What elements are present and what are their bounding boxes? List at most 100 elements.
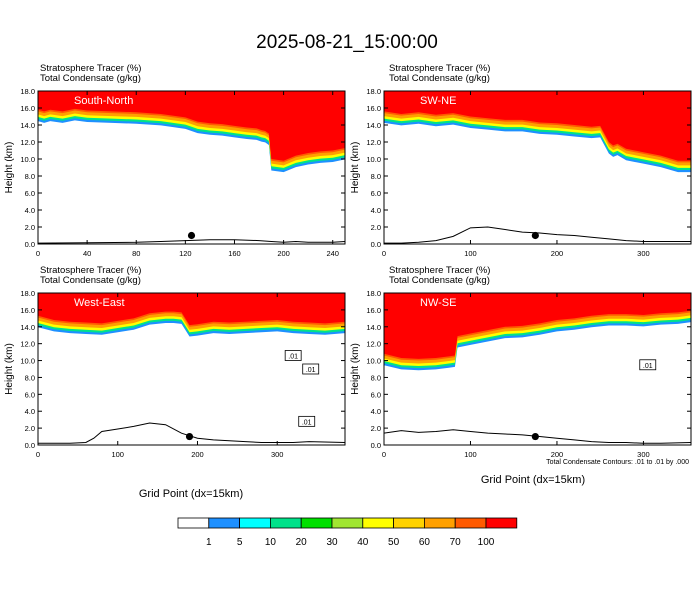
colorbar-swatch [208,517,241,529]
y-tick-label: 14.0 [20,121,35,130]
y-tick-label: 0.0 [25,441,35,450]
y-tick-label: 0.0 [371,441,381,450]
y-tick-label: 18.0 [20,87,35,96]
contour-label: .01 [288,353,298,360]
location-marker [531,432,539,441]
x-axis-label-right: Grid Point (dx=15km) [481,474,585,486]
location-marker [531,231,539,240]
y-tick-label: 4.0 [25,407,35,416]
panel-sw-ne: Stratosphere Tracer (%)Total Condensate … [350,63,692,258]
x-tick-label: 40 [83,249,91,258]
y-tick-label: 18.0 [366,87,381,96]
panel-frame [383,90,692,245]
contour-note: Total Condensate Contours: .01 to .01 by… [546,459,689,466]
location-marker [187,231,196,240]
y-axis-label: Height (km) [350,142,361,194]
x-tick-label: 100 [111,450,124,459]
location-marker [185,432,194,441]
plot-area [384,91,691,244]
y-tick-label: 8.0 [25,172,35,181]
colorbar-label: 70 [450,537,462,548]
y-tick-label: 4.0 [25,206,35,215]
y-tick-label: 18.0 [20,289,35,298]
colorbar-swatch [454,517,487,529]
y-tick-label: 16.0 [366,104,381,113]
x-tick-label: 100 [464,450,477,459]
x-tick-label: 200 [277,249,290,258]
colorbar-label: 40 [357,537,369,548]
y-tick-label: 0.0 [25,240,35,249]
y-tick-label: 12.0 [20,340,35,349]
panel-frame [37,292,346,446]
tracer-core [38,293,345,326]
panel-name: West-East [74,297,125,309]
colorbar: 1 5 10 20 30 40 50 60 70 100 [177,517,518,548]
x-tick-label: 80 [132,249,140,258]
colorbar-swatch [269,517,302,529]
contour-label-box [639,359,657,371]
y-tick-label: 8.0 [25,373,35,382]
colorbar-swatch [177,517,210,529]
contour-label: .01 [643,363,653,370]
colorbar-swatch [331,517,364,529]
colorbar-label: 50 [388,537,400,548]
figure-title: 2025-08-21_15:00:00 [256,32,438,53]
colorbar-swatch [393,517,425,529]
y-tick-label: 10.0 [366,357,381,366]
y-tick-label: 6.0 [25,390,35,399]
y-tick-label: 8.0 [371,373,381,382]
x-tick-label: 120 [179,249,192,258]
x-tick-label: 200 [551,450,564,459]
panels-group: Stratosphere Tracer (%)Total Condensate … [4,63,692,459]
tracer-core [38,91,345,161]
terrain-line [384,429,691,444]
y-tick-label: 16.0 [20,104,35,113]
colorbar-label: 30 [326,537,338,548]
panel-frame [383,292,692,446]
y-tick-label: 16.0 [366,306,381,315]
y-tick-label: 18.0 [366,289,381,298]
x-tick-label: 0 [36,249,40,258]
y-tick-label: 0.0 [371,240,381,249]
y-tick-label: 10.0 [20,155,35,164]
x-tick-label: 0 [382,249,386,258]
tracer-core [384,293,691,359]
panel-header-tracer: Stratosphere Tracer (%) [40,265,141,276]
y-tick-label: 14.0 [366,121,381,130]
y-tick-label: 2.0 [25,223,35,232]
panel-west-east: .01 .01 .01 Stratosphere Tracer (%)Total Co… [4,265,346,459]
tracer-core [384,91,691,161]
y-axis-label: Height (km) [4,343,15,395]
y-tick-label: 6.0 [371,189,381,198]
colorbar-label: 60 [419,537,431,548]
y-tick-label: 12.0 [366,138,381,147]
contour-label: .01 [306,367,316,374]
y-tick-label: 6.0 [371,390,381,399]
panel-header-tracer: Stratosphere Tracer (%) [389,63,490,74]
y-tick-label: 8.0 [371,172,381,181]
plot-area: .01 .01 .01 [38,293,345,444]
colorbar-label: 20 [296,537,308,548]
x-tick-label: 160 [228,249,241,258]
panel-header-tracer: Stratosphere Tracer (%) [389,265,490,276]
panel-south-north: Stratosphere Tracer (%)Total Condensate … [4,63,346,258]
contour-label-box [284,350,302,361]
terrain-line [38,239,345,244]
y-tick-label: 12.0 [366,340,381,349]
y-tick-label: 4.0 [371,206,381,215]
contour-label: .01 [302,419,312,426]
y-tick-label: 16.0 [20,306,35,315]
colorbar-swatch [300,517,333,529]
panel-name: NW-SE [420,297,456,309]
colorbar-label: 10 [265,537,277,548]
panel-header-condensate: Total Condensate (g/kg) [389,73,490,84]
x-tick-label: 300 [637,450,650,459]
colorbar-swatch [239,517,271,529]
panel-header-tracer: Stratosphere Tracer (%) [40,63,141,74]
x-tick-label: 0 [36,450,40,459]
y-tick-label: 10.0 [366,155,381,164]
panel-nw-se: .01 Stratosphere Tracer (%)Total Condensa… [350,265,692,459]
y-tick-label: 14.0 [366,323,381,332]
y-tick-label: 2.0 [25,424,35,433]
y-tick-label: 4.0 [371,407,381,416]
